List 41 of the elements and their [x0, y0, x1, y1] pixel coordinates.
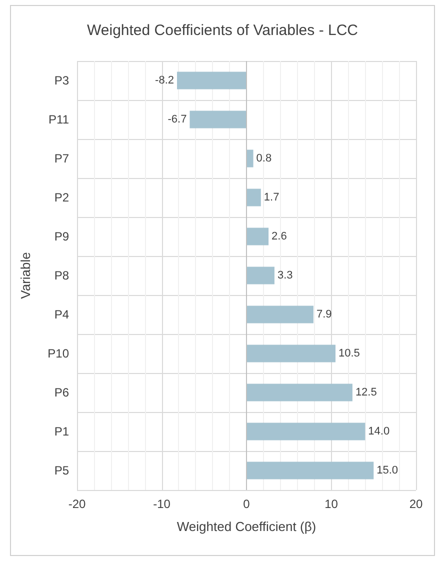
chart-title: Weighted Coefficients of Variables - LCC [87, 22, 358, 39]
y-tick-label: P8 [54, 268, 70, 282]
data-label: 14.0 [368, 426, 390, 438]
data-label: 3.3 [277, 270, 293, 282]
bar [246, 462, 374, 480]
data-label: 12.5 [355, 386, 377, 398]
y-tick-label: P11 [48, 112, 70, 126]
bar [246, 344, 336, 362]
y-tick-label: P2 [54, 190, 70, 204]
data-label: 15.0 [376, 464, 398, 476]
x-tick-label: 0 [243, 497, 250, 511]
x-axis-title: Weighted Coefficient (β) [176, 519, 316, 534]
bar [246, 228, 269, 246]
x-tick-label: 20 [409, 497, 423, 511]
data-label: 7.9 [316, 308, 332, 320]
y-tick-label: P9 [54, 230, 70, 244]
bar [246, 150, 254, 168]
data-label: 2.6 [272, 230, 287, 242]
x-tick-label: -10 [153, 497, 171, 511]
data-label: 10.5 [338, 348, 360, 360]
y-tick-label: P10 [48, 346, 70, 360]
y-tick-label: P6 [54, 386, 70, 400]
bar [177, 72, 246, 90]
y-tick-label: P3 [54, 74, 70, 88]
data-label: 1.7 [264, 192, 280, 204]
data-label: -8.2 [155, 74, 174, 86]
bar [190, 110, 246, 128]
y-tick-label: P5 [54, 464, 70, 478]
x-tick-label: -20 [68, 497, 86, 511]
bar [246, 188, 261, 206]
y-axis-title: Variable [18, 252, 33, 299]
data-label: 0.8 [256, 152, 272, 164]
bar [246, 306, 314, 324]
bar [246, 266, 274, 284]
bar [246, 422, 366, 440]
y-tick-label: P7 [54, 152, 70, 166]
x-tick-label: 10 [324, 497, 338, 511]
y-tick-label: P4 [54, 308, 70, 322]
bar [246, 384, 352, 402]
y-tick-label: P1 [54, 424, 70, 438]
data-label: -6.7 [168, 114, 187, 126]
